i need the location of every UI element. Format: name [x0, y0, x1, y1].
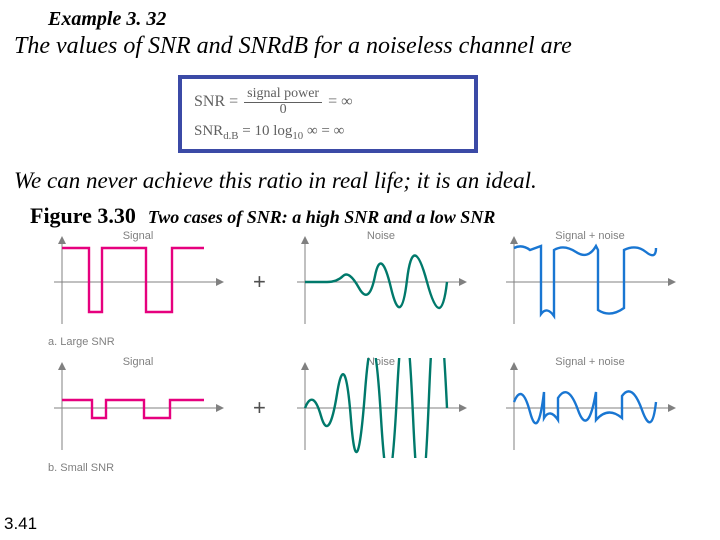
panel-combo-large: Signal + noise — [496, 232, 684, 332]
formula-box: SNR = signal power 0 = ∞ SNRd.B = 10 log… — [178, 75, 478, 153]
row-label-a: a. Large SNR — [44, 332, 684, 358]
page-number: 3.41 — [4, 514, 37, 534]
diagrams: Signal + Noise Signal + noise — [44, 232, 684, 484]
chart-noise-large — [287, 232, 475, 332]
combo-wave-a — [514, 246, 656, 316]
intro-text: The values of SNR and SNRdB for a noisel… — [14, 33, 706, 60]
example-label: Example 3. 32 — [48, 8, 166, 31]
row-small-snr: Signal + Noise Signal + noise — [44, 358, 684, 458]
plus-icon: + — [253, 395, 266, 421]
formula-line-2: SNRd.B = 10 log10 ∞ = ∞ — [194, 123, 462, 142]
conclusion-text: We can never achieve this ratio in real … — [14, 168, 706, 194]
row-large-snr: Signal + Noise Signal + noise — [44, 232, 684, 332]
signal-wave-a — [62, 248, 204, 312]
combo-wave-b — [514, 391, 656, 423]
chart-signal-large — [44, 232, 232, 332]
panel-noise-large: Noise — [287, 232, 475, 332]
figure-label: Figure 3.30 Two cases of SNR: a high SNR… — [30, 203, 495, 229]
formula-right: = ∞ — [328, 93, 352, 111]
row-label-b: b. Small SNR — [44, 458, 684, 484]
formula-left: SNR = — [194, 93, 238, 111]
figure-caption: Two cases of SNR: a high SNR and a low S… — [148, 207, 495, 228]
chart-combo-large — [496, 232, 684, 332]
panel-signal-small: Signal — [44, 358, 232, 458]
formula-numerator: signal power — [244, 87, 322, 103]
chart-combo-small — [496, 358, 684, 458]
figure-number: Figure 3.30 — [30, 203, 136, 229]
chart-signal-small — [44, 358, 232, 458]
plus-icon: + — [253, 269, 266, 295]
panel-signal-large: Signal — [44, 232, 232, 332]
panel-noise-small: Noise — [287, 358, 475, 458]
chart-noise-small — [287, 358, 475, 458]
formula-line-1: SNR = signal power 0 = ∞ — [194, 83, 462, 121]
formula-denominator: 0 — [277, 103, 290, 118]
signal-wave-b — [62, 400, 204, 418]
formula-fraction: signal power 0 — [244, 87, 322, 117]
panel-combo-small: Signal + noise — [496, 358, 684, 458]
